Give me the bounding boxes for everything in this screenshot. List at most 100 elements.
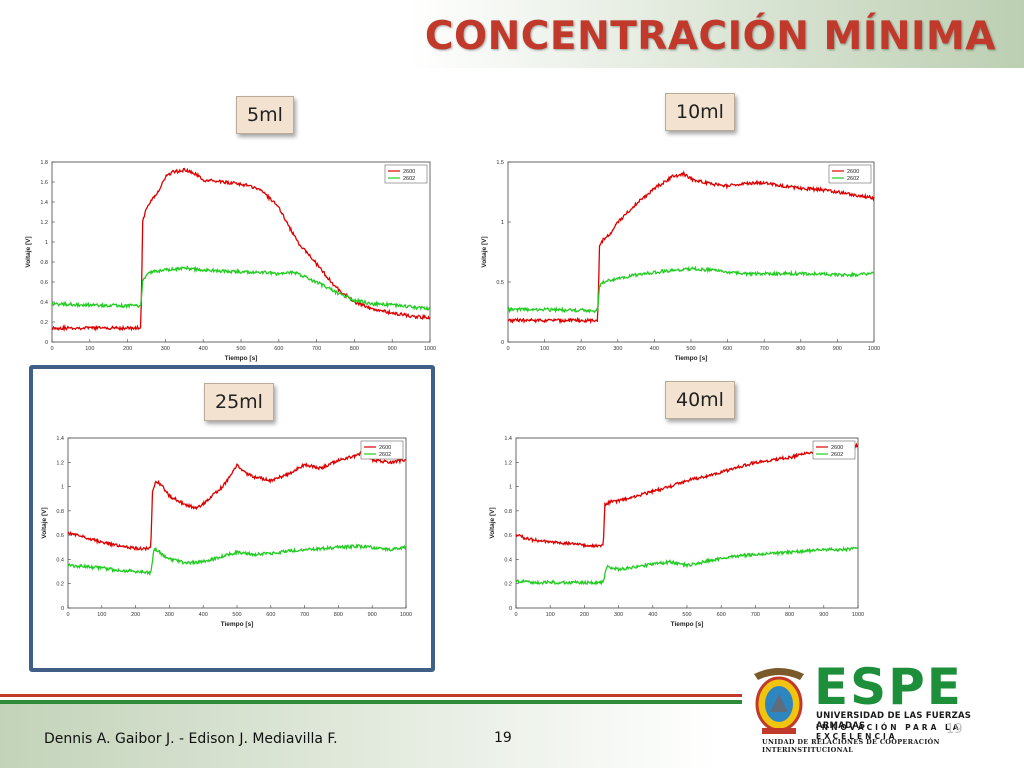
y-tick-label: 0.6: [504, 533, 512, 539]
x-tick-label: 700: [751, 612, 760, 618]
x-tick-label: 900: [388, 346, 397, 352]
x-tick-label: 700: [312, 346, 321, 352]
y-tick-label: 0.2: [40, 320, 48, 326]
series-line-2600: [67, 447, 407, 552]
x-tick-label: 500: [236, 346, 245, 352]
chart-25ml: 0 100 200 300 400 500 600 700 800 900 1000 0 0.2 0.4 0…: [36, 430, 416, 630]
x-tick-label: 300: [613, 346, 622, 352]
series-line-2602: [67, 543, 407, 577]
slide-number-ghost: 19: [946, 722, 963, 737]
page-number: 19: [494, 730, 512, 746]
x-tick-label: 200: [123, 346, 132, 352]
x-tick-label: 600: [266, 612, 275, 618]
y-tick-label: 1.4: [504, 436, 512, 442]
y-tick-label: 1: [61, 485, 64, 491]
authors-text: Dennis A. Gaibor J. - Edison J. Mediavil…: [44, 731, 338, 747]
x-tick-label: 900: [819, 612, 828, 618]
x-tick-label: 1000: [868, 346, 880, 352]
series-line-2600: [51, 167, 430, 332]
y-tick-label: 0: [509, 606, 512, 612]
x-tick-label: 800: [350, 346, 359, 352]
y-tick-label: 0.8: [40, 260, 48, 266]
x-axis-label: Tiempo [s]: [221, 621, 254, 628]
y-tick-label: 1.2: [40, 220, 48, 226]
x-tick-label: 500: [232, 612, 241, 618]
chart-svg: 0 100 200 300 400 500 600 700 800 900 1000 0 0.2 0.4 0…: [25, 160, 436, 362]
chart-label-40ml: 40ml: [665, 381, 735, 419]
chart-10ml: 0 100 200 300 400 500 600 700 800 900 1000 0 0.5 1 1.5…: [476, 154, 884, 364]
x-tick-label: 400: [650, 346, 659, 352]
y-tick-label: 1.5: [496, 160, 504, 166]
x-tick-label: 700: [760, 346, 769, 352]
x-axis-label: Tiempo [s]: [675, 355, 708, 362]
y-tick-label: 0: [501, 340, 504, 346]
chart-label-5ml: 5ml: [236, 96, 294, 134]
x-tick-label: 400: [199, 612, 208, 618]
y-tick-label: 0: [61, 606, 64, 612]
x-tick-label: 600: [717, 612, 726, 618]
university-name: UNIVERSIDAD DE LAS FUERZAS ARMADAS: [816, 711, 972, 731]
y-axis-label: Voltaje [V]: [25, 236, 32, 267]
x-tick-label: 200: [577, 346, 586, 352]
y-tick-label: 0.4: [56, 557, 64, 563]
x-tick-label: 100: [540, 346, 549, 352]
y-axis-label: Voltaje [V]: [481, 236, 488, 267]
title-bar: CONCENTRACIÓN MÍNIMA: [0, 0, 1024, 68]
chart-svg: 0 100 200 300 400 500 600 700 800 900 1000 0 0.5 1 1.5…: [481, 160, 880, 362]
chart-40ml: 0 100 200 300 400 500 600 700 800 900 1000 0 0.2 0.4 0…: [484, 430, 868, 630]
y-tick-label: 0.4: [504, 557, 512, 563]
y-tick-label: 1: [501, 220, 504, 226]
y-tick-label: 0.2: [56, 582, 64, 588]
y-tick-label: 0.2: [504, 582, 512, 588]
x-tick-label: 0: [506, 346, 509, 352]
motto-text: INNOVACIÓN PARA LA EXCELENCIA: [816, 723, 962, 741]
x-tick-label: 900: [368, 612, 377, 618]
y-tick-label: 1: [509, 485, 512, 491]
highlight-frame: [29, 365, 435, 672]
x-tick-label: 300: [161, 346, 170, 352]
y-tick-label: 1.6: [40, 180, 48, 186]
y-tick-label: 1.8: [40, 160, 48, 166]
x-tick-label: 200: [580, 612, 589, 618]
chart-svg: 0 100 200 300 400 500 600 700 800 900 1000 0 0.2 0.4 0…: [489, 436, 864, 628]
divider-stripe: [0, 694, 760, 704]
x-tick-label: 500: [682, 612, 691, 618]
x-tick-label: 500: [686, 346, 695, 352]
x-tick-label: 100: [97, 612, 106, 618]
chart-svg: 0 100 200 300 400 500 600 700 800 900 1000 0 0.2 0.4 0…: [41, 436, 412, 628]
crest-icon: [754, 668, 804, 734]
chart-5ml: 0 100 200 300 400 500 600 700 800 900 1000 0 0.2 0.4 0…: [20, 154, 440, 364]
y-axis-label: Voltaje [V]: [489, 507, 496, 538]
series-line-2602: [515, 546, 859, 587]
chart-label-10ml: 10ml: [665, 93, 735, 131]
x-tick-label: 600: [723, 346, 732, 352]
legend-label-2600: 2600: [847, 169, 859, 175]
series-line-2602: [507, 265, 875, 314]
unit-name: UNIDAD DE RELACIONES DE COOPERACIÓN INTE…: [762, 738, 940, 754]
slide-title: CONCENTRACIÓN MÍNIMA: [424, 14, 996, 59]
legend-label-2602: 2602: [379, 452, 391, 458]
x-tick-label: 100: [546, 612, 555, 618]
x-tick-label: 900: [833, 346, 842, 352]
x-tick-label: 300: [165, 612, 174, 618]
series-line-2600: [507, 170, 875, 325]
legend-label-2602: 2602: [403, 176, 415, 182]
legend-label-2600: 2600: [379, 445, 391, 451]
x-axis-label: Tiempo [s]: [225, 355, 258, 362]
x-tick-label: 400: [199, 346, 208, 352]
y-tick-label: 0.4: [40, 300, 48, 306]
y-tick-label: 0.6: [40, 280, 48, 286]
y-tick-label: 1.4: [40, 200, 48, 206]
series-line-2602: [51, 265, 431, 312]
x-tick-label: 1000: [852, 612, 864, 618]
x-tick-label: 1000: [400, 612, 412, 618]
y-tick-label: 0.8: [504, 509, 512, 515]
y-tick-label: 0.8: [56, 509, 64, 515]
espe-wordmark: ESPE: [814, 658, 963, 716]
plot-area: [515, 437, 859, 609]
x-tick-label: 0: [66, 612, 69, 618]
x-tick-label: 400: [648, 612, 657, 618]
x-axis-label: Tiempo [s]: [671, 621, 704, 628]
y-tick-label: 1.4: [56, 436, 64, 442]
y-axis-label: Voltaje [V]: [41, 507, 48, 538]
